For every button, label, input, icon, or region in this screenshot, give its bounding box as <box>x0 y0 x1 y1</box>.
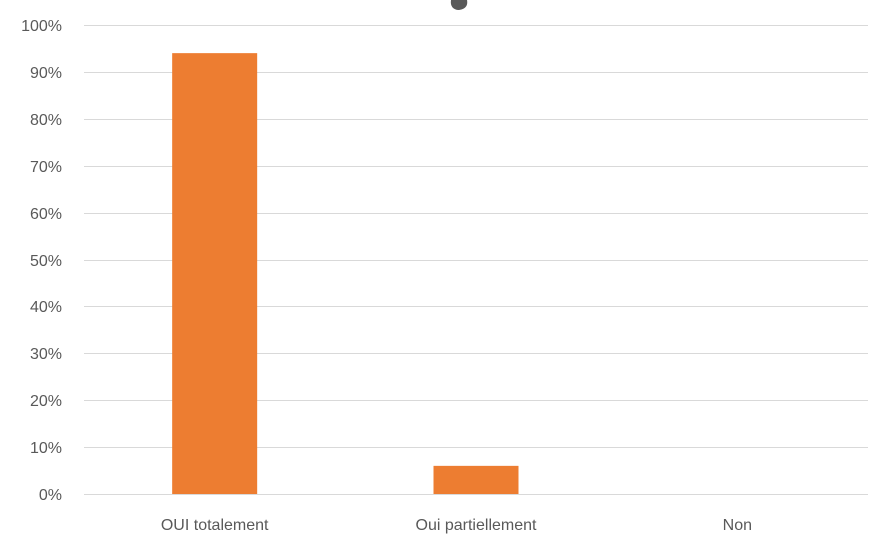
y-tick-label: 100% <box>21 18 62 35</box>
y-tick-label: 50% <box>30 253 62 270</box>
y-tick-label: 70% <box>30 159 62 176</box>
y-tick-label: 60% <box>30 206 62 223</box>
y-axis-tick-labels: 0% 10% 20% 30% 40% 50% 60% 70% 80% 90% 100% <box>21 18 62 504</box>
bars <box>172 53 519 494</box>
y-tick-label: 90% <box>30 65 62 82</box>
cropped-title-fragment <box>450 0 468 10</box>
x-category-label: Non <box>723 517 752 534</box>
x-axis-category-labels: OUI totalement Oui partiellement Non <box>161 517 752 534</box>
y-tick-label: 80% <box>30 112 62 129</box>
x-category-label: OUI totalement <box>161 517 269 534</box>
bar <box>433 465 519 494</box>
y-tick-label: 40% <box>30 299 62 316</box>
y-tick-label: 30% <box>30 346 62 363</box>
x-category-label: Oui partiellement <box>416 517 538 534</box>
y-tick-label: 10% <box>30 440 62 457</box>
y-tick-label: 20% <box>30 393 62 410</box>
y-tick-label: 0% <box>39 487 62 504</box>
bar <box>172 53 258 494</box>
